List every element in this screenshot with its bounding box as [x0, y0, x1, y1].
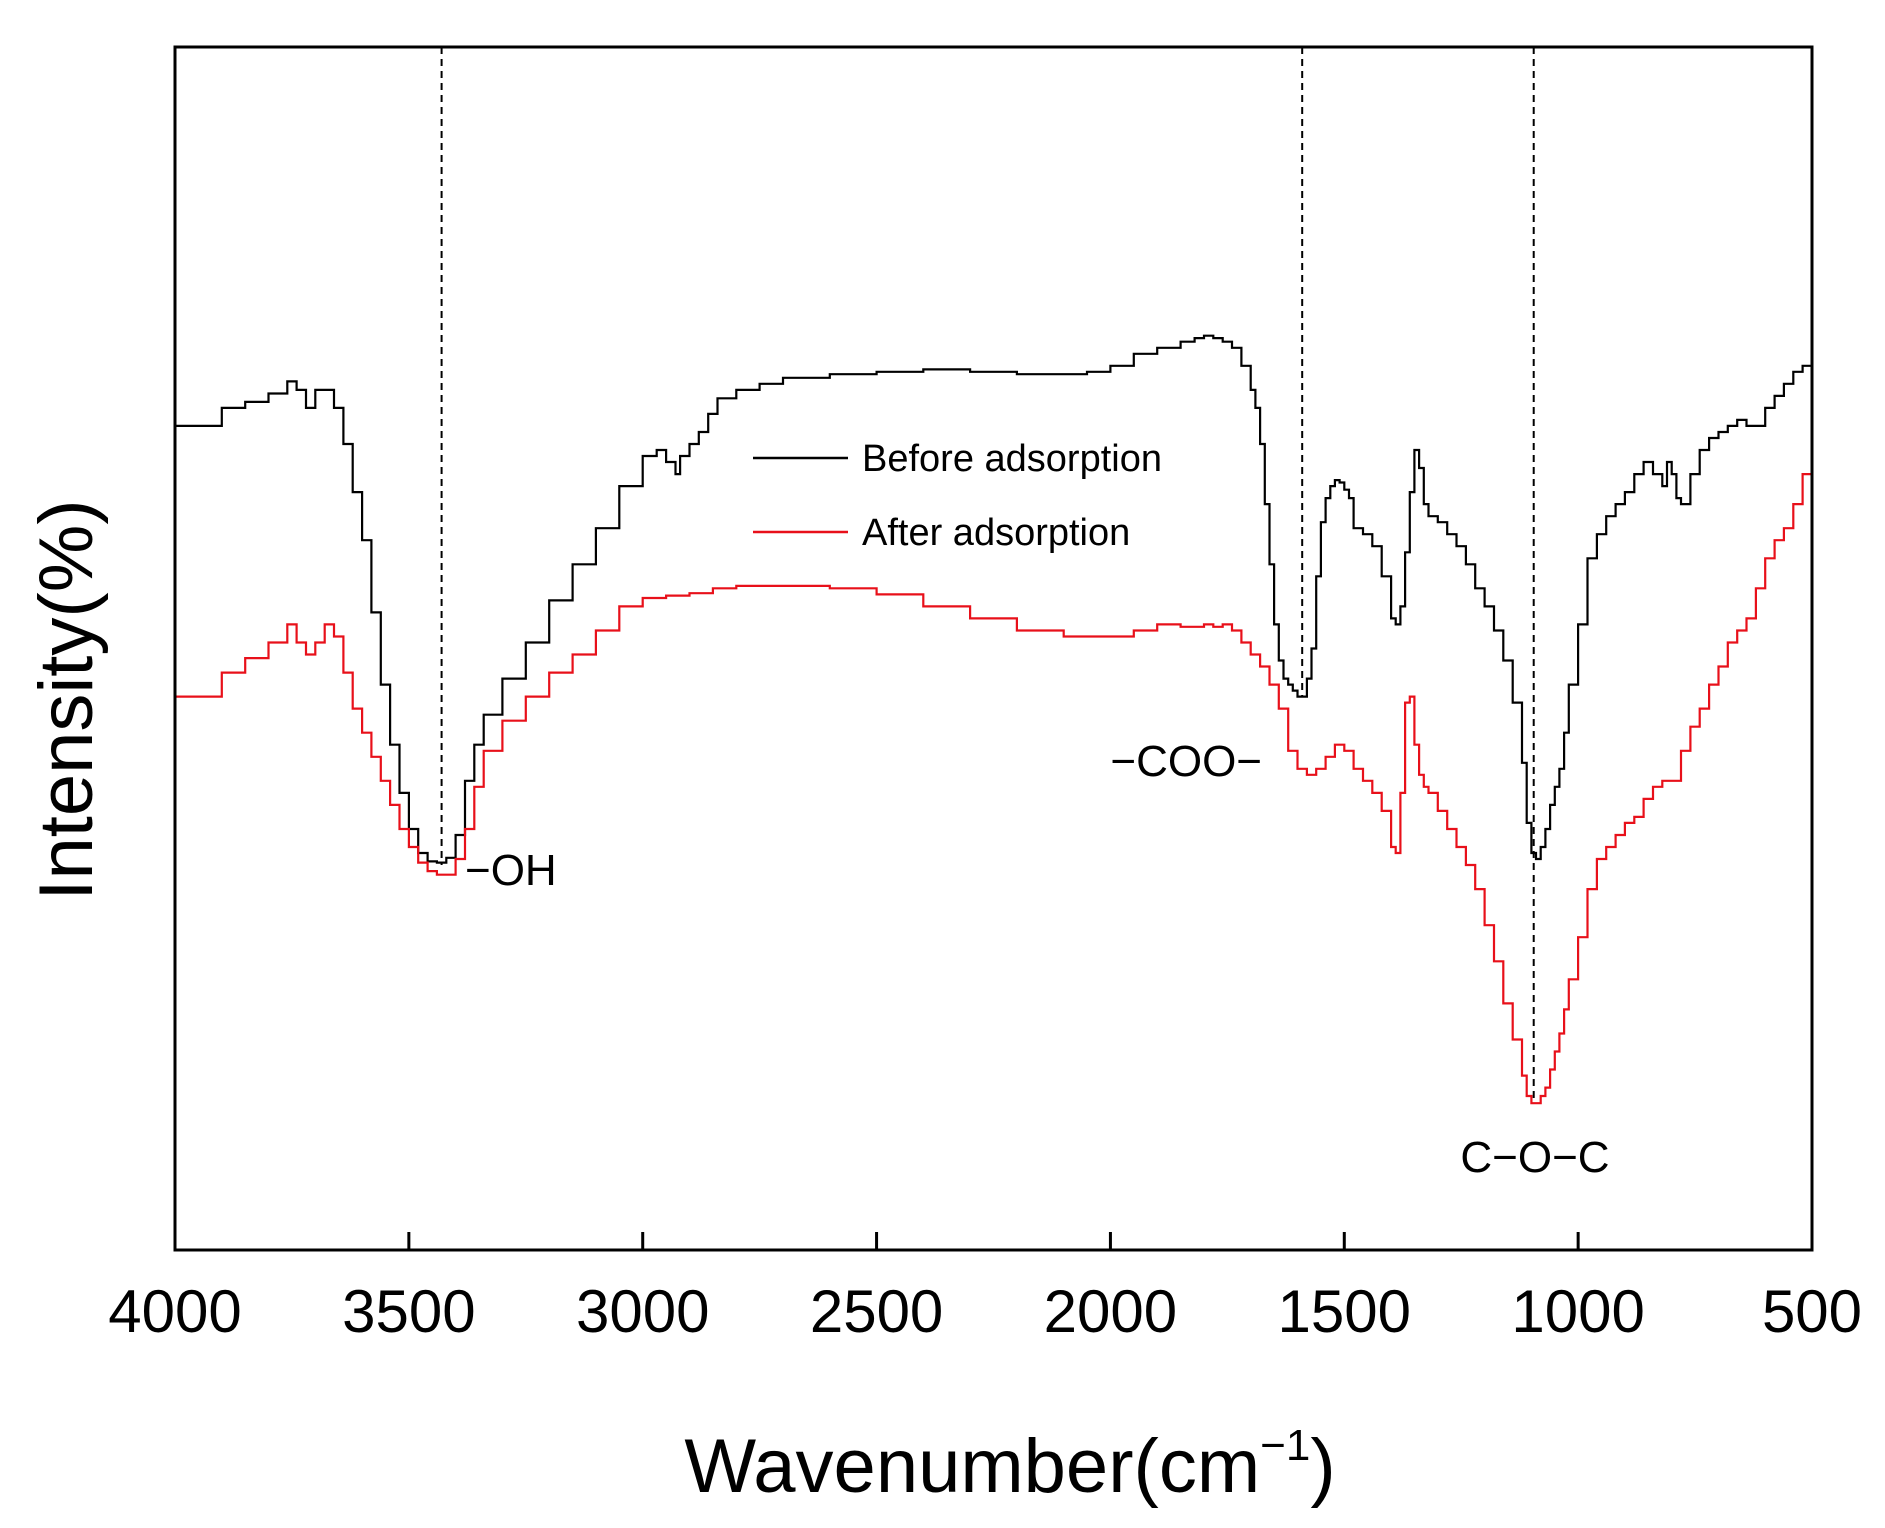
- legend-label-0: Before adsorption: [862, 438, 1162, 480]
- x-tick-label-3500: 3500: [342, 1278, 475, 1345]
- x-axis-label: Wavenumber(cm−1): [684, 1421, 1335, 1509]
- x-axis: 4000 3500 3000 2500 2000 1500 1000 500: [108, 1232, 1862, 1345]
- x-axis-label-superscript: −1: [1260, 1421, 1310, 1470]
- annotation-1: −COO−: [1110, 737, 1262, 786]
- x-tick-label-1500: 1500: [1278, 1278, 1411, 1345]
- annotations-layer: −OH −COO− C−O−C: [465, 737, 1610, 1182]
- x-axis-label-main: Wavenumber(cm: [684, 1424, 1260, 1509]
- x-tick-label-1000: 1000: [1511, 1278, 1644, 1345]
- x-tick-label-3000: 3000: [576, 1278, 709, 1345]
- x-tick-label-2500: 2500: [810, 1278, 943, 1345]
- x-tick-label-500: 500: [1762, 1278, 1862, 1345]
- series-layer: [175, 334, 1812, 1105]
- x-axis-label-close: ): [1310, 1424, 1335, 1509]
- x-tick-label-2000: 2000: [1044, 1278, 1177, 1345]
- y-axis-label: Intensity(%): [24, 499, 109, 900]
- legend-label-1: After adsorption: [862, 512, 1130, 554]
- annotation-0: −OH: [465, 846, 557, 895]
- legend: Before adsorption After adsorption: [753, 438, 1162, 554]
- annotation-marker-lines: [440, 47, 1535, 1104]
- annotation-2: C−O−C: [1460, 1133, 1609, 1182]
- series-line-before-adsorption: [175, 334, 1812, 864]
- series-line-after-adsorption: [175, 456, 1812, 1105]
- x-tick-label-4000: 4000: [108, 1278, 241, 1345]
- plot-frame: [173, 45, 1814, 1252]
